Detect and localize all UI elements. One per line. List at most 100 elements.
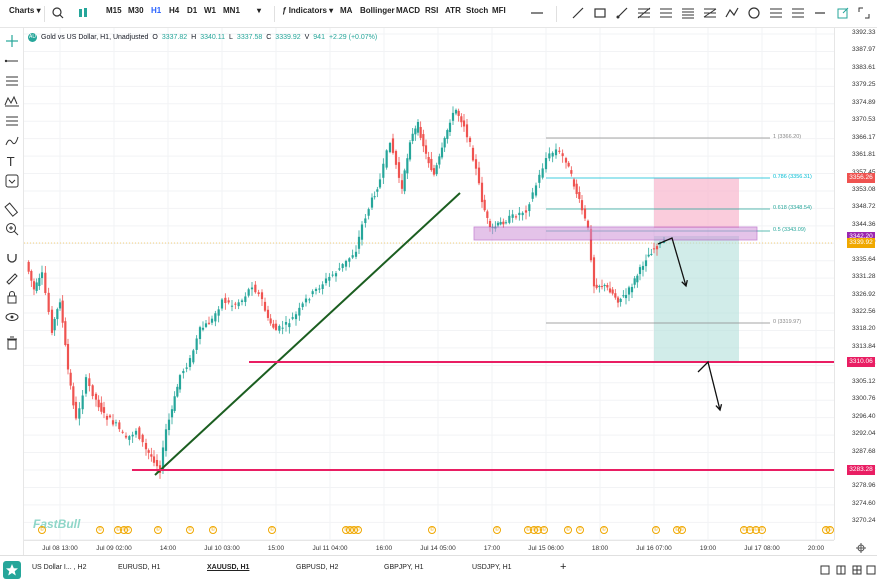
economic-event-icon[interactable]: ©	[600, 526, 608, 534]
symbol-tab[interactable]: GBPJPY, H1	[384, 564, 424, 571]
drawing-pencil-lock-icon[interactable]	[3, 268, 21, 286]
charts-menu-button[interactable]: Charts ▾	[9, 6, 41, 15]
eye-icon[interactable]	[3, 308, 21, 326]
time-tick-label: Jul 11 04:00	[312, 545, 348, 552]
brush-icon[interactable]	[613, 4, 631, 22]
lock-icon[interactable]	[3, 288, 21, 306]
candle-body	[583, 208, 587, 219]
economic-event-icon[interactable]: ©	[38, 526, 46, 534]
economic-event-icon[interactable]: ©	[564, 526, 572, 534]
candle-body	[451, 112, 455, 121]
window-quad-icon[interactable]	[866, 565, 876, 575]
symbol-tab[interactable]: EURUSD, H1	[118, 564, 161, 571]
search-icon[interactable]	[49, 4, 67, 22]
window-grid-icon[interactable]	[852, 565, 862, 575]
trend-line-tool-icon[interactable]	[3, 52, 21, 70]
symbol-tab[interactable]: XAUUSD, H1	[207, 564, 250, 571]
economic-event-icon[interactable]: ©	[540, 526, 548, 534]
price-chart[interactable]	[0, 0, 877, 555]
circle-icon[interactable]	[745, 4, 763, 22]
add-tab-button[interactable]: +	[560, 561, 567, 573]
price-scale[interactable]: 3392.33 3387.97 3383.61 3379.25 3374.89 3370.…	[834, 28, 877, 540]
interval-mn1-button[interactable]: MN1	[223, 6, 240, 15]
interval-more-chevron-icon[interactable]: ▾	[257, 6, 262, 15]
economic-event-icon[interactable]: ©	[826, 526, 834, 534]
fib-retracement-icon[interactable]	[635, 4, 653, 22]
crosshair-icon[interactable]	[3, 32, 21, 50]
window-single-icon[interactable]	[820, 565, 830, 575]
settings-gear-icon[interactable]	[855, 542, 867, 554]
economic-event-icon[interactable]: ©	[576, 526, 584, 534]
collapse-icon[interactable]	[3, 172, 21, 190]
minus-icon[interactable]	[811, 4, 829, 22]
horizontal-lines-icon[interactable]	[3, 72, 21, 90]
fib-time-icon[interactable]	[789, 4, 807, 22]
text-tool-icon[interactable]: T	[3, 152, 21, 170]
symbol-tab[interactable]: US Dollar I... , H2	[32, 564, 87, 571]
pitchfork-icon[interactable]	[679, 4, 697, 22]
symbol-title: Gold vs US Dollar, H1, Unadjusted	[41, 34, 149, 41]
time-scale[interactable]: Jul 08 13:00 Jul 09 02:00 14:00 Jul 10 03:0…	[24, 540, 834, 555]
zoom-in-icon[interactable]	[3, 220, 21, 238]
indicator-rsi-button[interactable]: RSI	[425, 6, 439, 15]
window-split-icon[interactable]	[836, 565, 846, 575]
magnet-icon[interactable]	[3, 248, 21, 266]
low-label: L	[229, 34, 233, 41]
candle-body	[419, 126, 422, 138]
indicator-mfi-button[interactable]: MFI	[492, 6, 506, 15]
economic-event-icon[interactable]: ©	[428, 526, 436, 534]
economic-event-icon[interactable]: ©	[493, 526, 501, 534]
economic-event-icon[interactable]: ©	[96, 526, 104, 534]
high-label: H	[191, 34, 197, 41]
indicator-atr-button[interactable]: ATR	[445, 6, 461, 15]
candle-body	[237, 302, 240, 307]
channel-icon[interactable]	[767, 4, 785, 22]
external-link-icon[interactable]	[834, 4, 852, 22]
time-tick-label: 19:00	[699, 545, 717, 552]
favorites-star-icon[interactable]	[2, 560, 22, 580]
indicators-button[interactable]: ƒ Indicators ▾	[282, 6, 334, 15]
ruler-icon[interactable]	[3, 200, 21, 218]
indicator-ma-button[interactable]: MA	[340, 6, 353, 15]
interval-w1-button[interactable]: W1	[204, 6, 216, 15]
fib-tool-icon[interactable]	[3, 112, 21, 130]
interval-h1-button[interactable]: H1	[151, 6, 162, 15]
fullscreen-icon[interactable]	[855, 4, 873, 22]
candle-body	[514, 216, 518, 218]
economic-event-icon[interactable]: ©	[186, 526, 194, 534]
pattern-tool-icon[interactable]	[3, 92, 21, 110]
candle-body	[397, 162, 401, 178]
indicator-stoch-button[interactable]: Stoch	[466, 6, 489, 15]
horizontal-line-icon[interactable]	[528, 4, 546, 22]
interval-d1-button[interactable]: D1	[187, 6, 198, 15]
compare-symbol-icon[interactable]	[74, 4, 92, 22]
arrow-head	[681, 280, 688, 288]
indicator-macd-button[interactable]: MACD	[396, 6, 420, 15]
economic-event-icon[interactable]: ©	[652, 526, 660, 534]
economic-event-icon[interactable]: ©	[209, 526, 217, 534]
rectangle-icon[interactable]	[591, 4, 609, 22]
candle-body	[378, 179, 382, 188]
economic-event-icon[interactable]: ©	[268, 526, 276, 534]
symbol-tab[interactable]: USDJPY, H1	[472, 564, 512, 571]
curve-tool-icon[interactable]	[3, 132, 21, 150]
symbol-tab[interactable]: GBPUSD, H2	[296, 564, 339, 571]
interval-m30-button[interactable]: M30	[128, 6, 144, 15]
gann-fan-icon[interactable]	[701, 4, 719, 22]
economic-event-icon[interactable]: ©	[354, 526, 362, 534]
candle-body	[198, 327, 202, 339]
symbol-legend: AU Gold vs US Dollar, H1, Unadjusted O 33…	[28, 33, 377, 42]
candle-body	[66, 343, 70, 370]
economic-event-icon[interactable]: ©	[678, 526, 686, 534]
candle-body	[541, 168, 544, 178]
interval-m15-button[interactable]: M15	[106, 6, 122, 15]
economic-event-icon[interactable]: ©	[124, 526, 132, 534]
interval-h4-button[interactable]: H4	[169, 6, 180, 15]
economic-event-icon[interactable]: ©	[758, 526, 766, 534]
indicator-bollinger-button[interactable]: Bollinger	[360, 6, 395, 15]
trend-line-icon[interactable]	[569, 4, 587, 22]
zigzag-icon[interactable]	[723, 4, 741, 22]
trash-icon[interactable]	[3, 334, 21, 352]
fib-channel-icon[interactable]	[657, 4, 675, 22]
economic-event-icon[interactable]: ©	[154, 526, 162, 534]
